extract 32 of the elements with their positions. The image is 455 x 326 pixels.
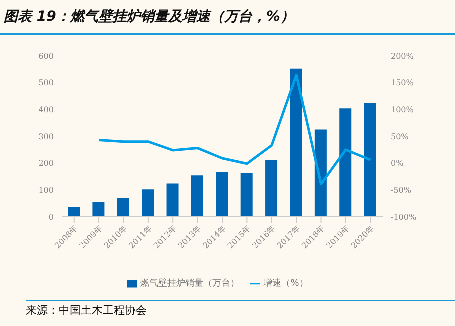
y-tick-label: 300 xyxy=(38,132,54,142)
bar xyxy=(117,198,130,217)
bar xyxy=(216,172,228,217)
y-tick-label: 0 xyxy=(48,212,54,222)
bar xyxy=(266,160,278,217)
y2-tick-label: 0% xyxy=(391,159,404,168)
y2-tick-label: 50% xyxy=(391,132,410,142)
y2-tick-label: -100% xyxy=(391,212,417,222)
legend-label: 增速（%） xyxy=(264,279,308,289)
bar xyxy=(68,207,80,217)
y-tick-label: 600 xyxy=(38,52,54,61)
y2-tick-label: 150% xyxy=(391,78,414,88)
y-tick-label: 100 xyxy=(38,186,54,196)
bar xyxy=(290,68,302,217)
line-series xyxy=(98,74,372,186)
bar xyxy=(142,190,154,217)
y2-tick-label: 200% xyxy=(391,52,414,61)
y2-tick-label: -50% xyxy=(391,186,412,196)
source-note: 来源：中国土木工程协会 xyxy=(26,303,147,318)
bar xyxy=(240,172,253,217)
legend-label: 燃气壁挂炉销量（万台） xyxy=(140,279,240,289)
bar xyxy=(191,176,204,217)
y2-tick-label: 100% xyxy=(391,106,414,115)
chart-title: 图表 19：燃气壁挂炉销量及增速（万台，%） xyxy=(4,8,294,26)
bar xyxy=(364,102,376,217)
bar xyxy=(340,108,352,217)
bar xyxy=(314,130,327,217)
y-tick-label: 400 xyxy=(38,106,54,115)
y-tick-label: 500 xyxy=(38,78,54,88)
bar xyxy=(166,184,179,217)
bar xyxy=(92,202,105,217)
y-tick-label: 200 xyxy=(38,159,54,168)
